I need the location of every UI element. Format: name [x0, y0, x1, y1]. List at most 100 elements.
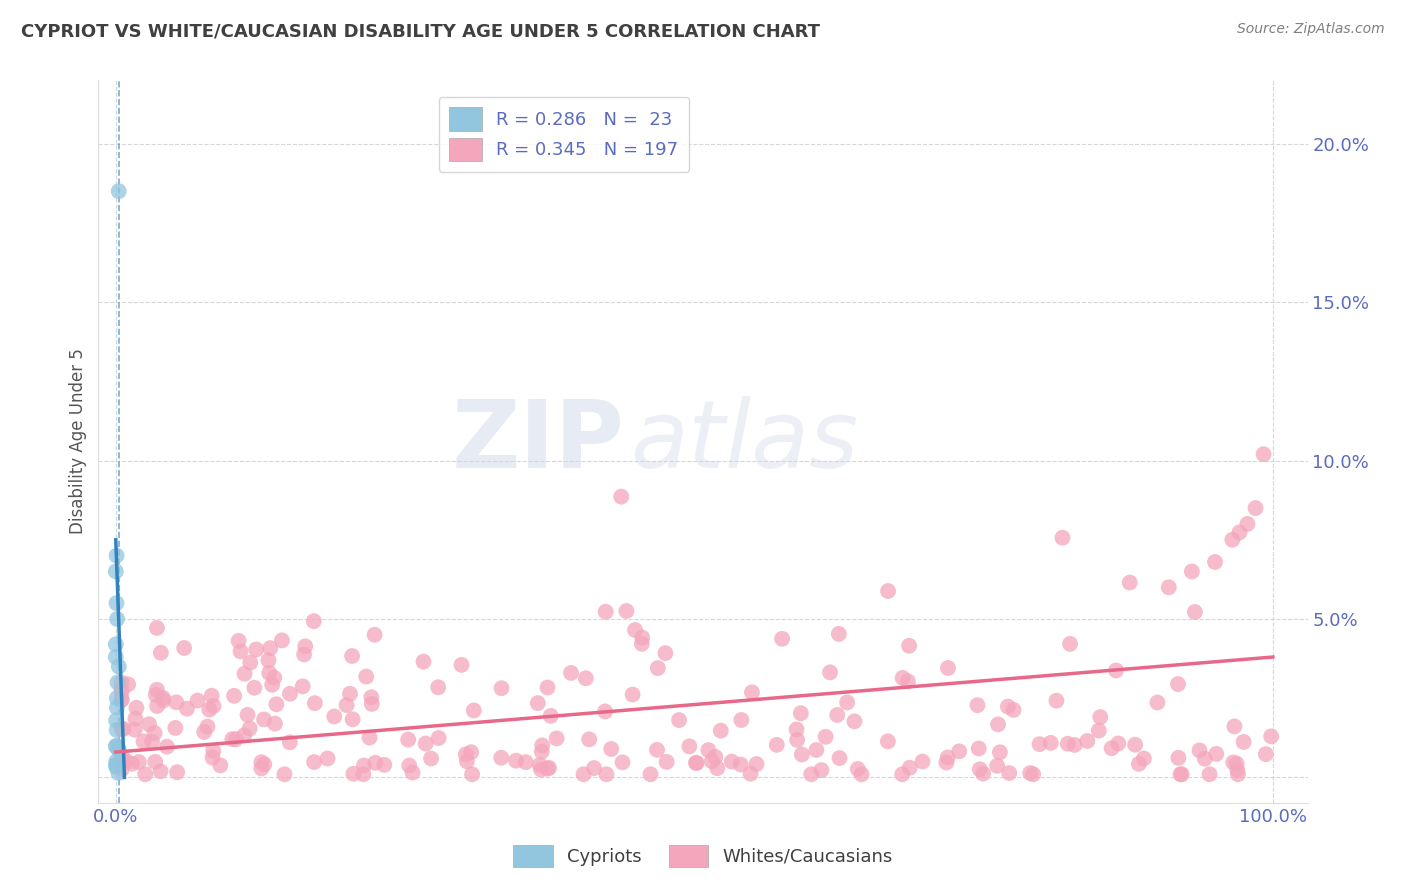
Legend: R = 0.286   N =  23, R = 0.345   N = 197: R = 0.286 N = 23, R = 0.345 N = 197 [439, 96, 689, 172]
Point [105, 758, 128, 772]
Point [107, 675, 129, 690]
Point [572, 767, 595, 781]
Point [229, 644, 252, 658]
Point [105, 549, 128, 563]
Point [165, 695, 187, 709]
Point [202, 744, 225, 758]
Point [105, 691, 128, 706]
Point [851, 767, 873, 781]
Point [730, 713, 752, 727]
Point [342, 712, 364, 726]
Point [124, 723, 146, 737]
Point [209, 758, 232, 772]
Point [531, 739, 554, 753]
Point [741, 685, 763, 699]
Point [105, 612, 128, 626]
Point [201, 689, 224, 703]
Point [1101, 741, 1123, 756]
Point [257, 653, 280, 667]
Point [491, 681, 513, 696]
Point [1123, 738, 1146, 752]
Point [595, 767, 617, 781]
Point [221, 732, 243, 747]
Point [1167, 751, 1189, 765]
Point [110, 723, 132, 737]
Point [786, 723, 808, 737]
Point [1118, 575, 1140, 590]
Point [107, 184, 129, 198]
Point [828, 751, 851, 765]
Point [456, 754, 478, 768]
Point [1194, 752, 1216, 766]
Point [415, 737, 437, 751]
Point [1204, 555, 1226, 569]
Point [146, 621, 169, 635]
Point [790, 747, 813, 762]
Point [228, 633, 250, 648]
Point [730, 757, 752, 772]
Point [546, 731, 568, 746]
Point [176, 701, 198, 715]
Point [104, 637, 127, 651]
Point [655, 755, 678, 769]
Point [460, 745, 482, 759]
Point [352, 767, 374, 781]
Point [412, 655, 434, 669]
Point [112, 722, 135, 736]
Point [1222, 756, 1244, 770]
Point [986, 759, 1008, 773]
Point [233, 728, 256, 742]
Point [1222, 533, 1244, 547]
Point [152, 690, 174, 705]
Point [110, 748, 132, 763]
Point [264, 716, 287, 731]
Point [302, 755, 325, 769]
Point [222, 689, 245, 703]
Point [143, 755, 166, 769]
Point [936, 661, 959, 675]
Point [125, 700, 148, 714]
Point [818, 665, 841, 680]
Point [987, 717, 1010, 731]
Point [1227, 767, 1250, 781]
Point [342, 766, 364, 780]
Point [935, 756, 957, 770]
Point [1260, 730, 1282, 744]
Point [104, 565, 127, 579]
Point [1088, 723, 1111, 738]
Point [877, 584, 900, 599]
Point [110, 675, 132, 690]
Point [450, 657, 472, 672]
Point [800, 767, 823, 781]
Point [700, 754, 723, 768]
Point [1184, 605, 1206, 619]
Point [828, 627, 851, 641]
Point [121, 756, 143, 771]
Point [239, 656, 262, 670]
Point [363, 628, 385, 642]
Point [846, 762, 869, 776]
Point [1059, 637, 1081, 651]
Point [398, 758, 420, 772]
Point [1229, 525, 1251, 540]
Point [187, 693, 209, 707]
Point [997, 699, 1019, 714]
Point [124, 712, 146, 726]
Point [837, 695, 859, 709]
Point [132, 734, 155, 748]
Point [697, 743, 720, 757]
Point [364, 756, 387, 770]
Point [134, 767, 156, 781]
Point [969, 762, 991, 776]
Point [145, 688, 167, 702]
Point [373, 757, 395, 772]
Point [353, 758, 375, 772]
Point [1198, 767, 1220, 781]
Point [146, 682, 169, 697]
Point [578, 732, 600, 747]
Point [1056, 737, 1078, 751]
Point [529, 758, 551, 772]
Point [1244, 501, 1267, 516]
Point [710, 723, 733, 738]
Point [141, 734, 163, 748]
